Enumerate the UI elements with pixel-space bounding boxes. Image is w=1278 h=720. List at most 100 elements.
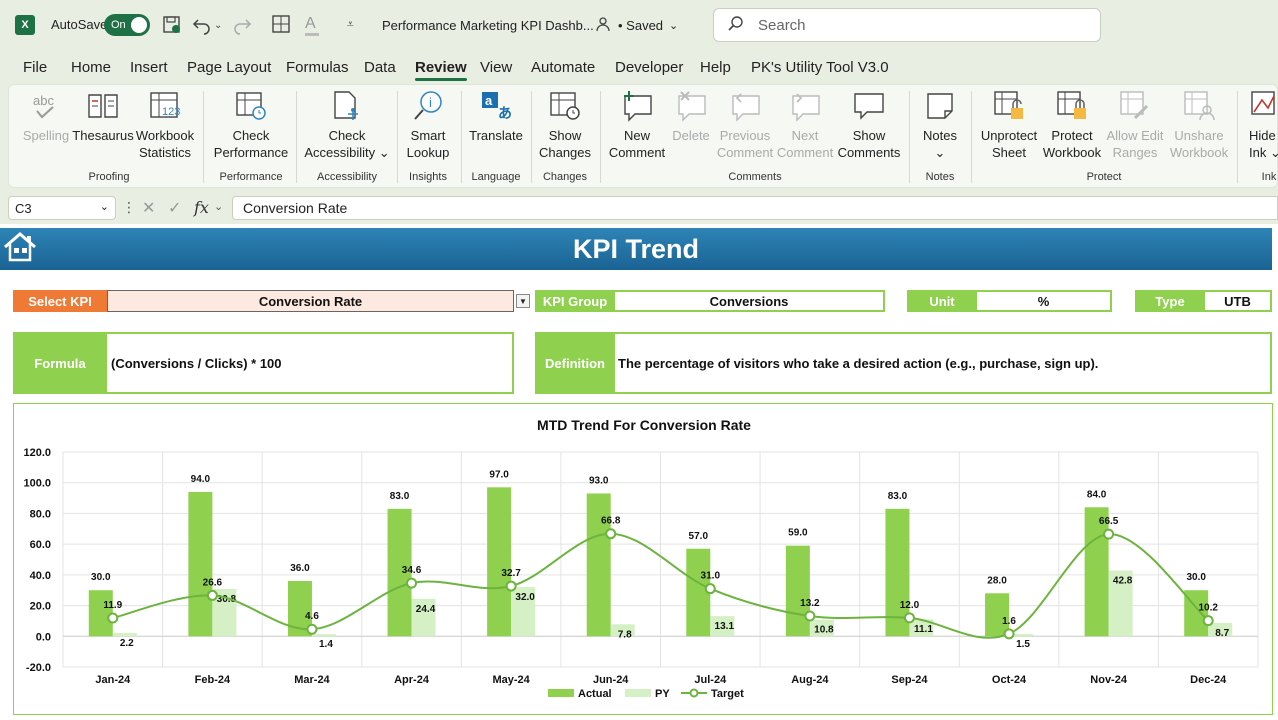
undo-icon[interactable]	[192, 15, 212, 40]
y-tick-label: 40.0	[30, 570, 51, 582]
ribbon-separator	[600, 91, 601, 183]
actual-bar	[487, 487, 512, 637]
next-comment-button[interactable]: Next Comment	[777, 89, 833, 161]
actual-bar	[188, 491, 213, 637]
chevron-down-icon: ⌄	[669, 20, 679, 32]
dropdown-arrow-icon[interactable]: ▼	[516, 294, 530, 308]
tab-view[interactable]: View	[480, 59, 513, 76]
formula-input[interactable]: Conversion Rate	[232, 196, 1278, 220]
tab-insert[interactable]: Insert	[130, 59, 168, 76]
group-proofing: Proofing	[88, 171, 130, 183]
legend-py-label: PY	[655, 688, 670, 700]
tab-help[interactable]: Help	[700, 59, 731, 76]
smart-lookup-button[interactable]: i Smart Lookup	[403, 89, 453, 161]
svg-text:あ: あ	[498, 105, 512, 121]
x-tick-label: Jan-24	[95, 674, 131, 686]
group-insights: Insights	[409, 171, 447, 183]
home-icon[interactable]	[2, 230, 38, 264]
ribbon-review: abc Spelling Thesaurus 123 Workbook Stat…	[8, 84, 1278, 188]
customize-qat-icon[interactable]: ⩡	[347, 17, 354, 31]
select-kpi-dropdown[interactable]: Conversion Rate	[107, 290, 514, 312]
svg-text:i: i	[429, 95, 432, 110]
previous-comment-button[interactable]: Previous Comment	[715, 89, 775, 161]
name-box[interactable]: C3 ⌄	[8, 196, 116, 220]
group-protect: Protect	[1086, 171, 1122, 183]
py-data-label: 24.4	[416, 604, 436, 615]
mtd-trend-chart[interactable]: MTD Trend For Conversion Rate -20.0 0.0 20…	[13, 403, 1273, 715]
search-input[interactable]: Search	[713, 8, 1101, 42]
tab-file[interactable]: File	[23, 59, 48, 76]
next-comment-label-2: Comment	[776, 145, 834, 160]
smart-lookup-icon: i	[411, 89, 445, 123]
borders-icon[interactable]	[272, 15, 290, 38]
target-marker	[1103, 528, 1115, 540]
smart-lookup-label-2: Lookup	[406, 145, 450, 160]
save-icon[interactable]	[162, 15, 182, 40]
insert-function-icon[interactable]: fx	[194, 198, 209, 217]
check-performance-button[interactable]: Check Performance	[211, 89, 291, 161]
allow-edit-ranges-button[interactable]: Allow Edit Ranges	[1103, 89, 1167, 161]
chevron-down-icon[interactable]: ⌄	[214, 201, 224, 213]
allow-edit-ranges-label-2: Ranges	[1112, 145, 1158, 160]
ribbon-separator	[203, 91, 204, 183]
share-user-icon[interactable]	[596, 16, 612, 32]
x-tick-label: Apr-24	[394, 674, 430, 686]
saved-status[interactable]: • Saved ⌄	[618, 18, 678, 33]
actual-bar	[785, 545, 810, 637]
autosave-label: AutoSave	[51, 17, 108, 32]
thesaurus-button[interactable]: Thesaurus	[72, 89, 134, 144]
delete-comment-button[interactable]: Delete	[669, 89, 713, 144]
show-comments-button[interactable]: Show Comments	[835, 89, 903, 161]
notes-label-1: Notes	[923, 128, 957, 143]
tab-automate[interactable]: Automate	[531, 59, 596, 76]
unprotect-sheet-button[interactable]: Unprotect Sheet	[977, 89, 1041, 161]
more-options-icon[interactable]: ⋮	[122, 199, 136, 215]
tab-developer[interactable]: Developer	[615, 59, 684, 76]
select-kpi-label: Select KPI	[13, 290, 107, 312]
check-accessibility-button[interactable]: Check Accessibility ⌄	[303, 89, 391, 161]
font-color-icon[interactable]: A	[305, 15, 319, 36]
notes-button[interactable]: Notes ⌄	[915, 89, 965, 161]
ribbon-separator	[1237, 91, 1238, 183]
show-changes-button[interactable]: Show Changes	[537, 89, 593, 161]
group-notes: Notes	[925, 171, 955, 183]
autosave-toggle[interactable]: On	[104, 14, 150, 36]
py-bar	[710, 616, 735, 637]
target-data-label: 66.8	[601, 516, 621, 527]
group-accessibility: Accessibility	[317, 171, 377, 183]
actual-data-label: 57.0	[689, 531, 709, 542]
unshare-workbook-button[interactable]: Unshare Workbook	[1167, 89, 1231, 161]
target-data-label: 1.6	[1002, 616, 1016, 627]
protect-workbook-button[interactable]: Protect Workbook	[1041, 89, 1103, 161]
target-marker	[306, 623, 318, 635]
redo-icon[interactable]	[232, 15, 252, 40]
enter-icon[interactable]: ✓	[168, 200, 182, 217]
new-comment-button[interactable]: New Comment	[607, 89, 667, 161]
ribbon-separator	[971, 91, 972, 183]
actual-data-label: 83.0	[390, 491, 410, 502]
hide-ink-button[interactable]: Hide Ink ⌄	[1243, 89, 1278, 161]
actual-bar	[686, 548, 711, 637]
show-comments-label-1: Show	[852, 128, 886, 143]
actual-bar	[1084, 507, 1109, 637]
svg-text:123: 123	[162, 106, 180, 118]
y-tick-label: 100.0	[23, 478, 51, 490]
workbook-statistics-button[interactable]: 123 Workbook Statistics	[135, 89, 195, 161]
cancel-icon[interactable]: ✕	[142, 200, 156, 217]
unshare-workbook-label-1: Unshare	[1174, 128, 1224, 143]
tab-review[interactable]: Review	[415, 59, 467, 81]
group-comments: Comments	[728, 171, 782, 183]
tab-formulas[interactable]: Formulas	[286, 59, 349, 76]
tab-data[interactable]: Data	[364, 59, 396, 76]
protect-workbook-label-2: Workbook	[1042, 145, 1102, 160]
tab-page-layout[interactable]: Page Layout	[187, 59, 272, 76]
check-performance-icon	[234, 89, 268, 123]
show-comments-icon	[852, 89, 886, 123]
tab-pk-utility-tool[interactable]: PK's Utility Tool V3.0	[751, 59, 889, 76]
tab-home[interactable]: Home	[71, 59, 112, 76]
undo-dropdown-icon[interactable]: ⌄	[214, 20, 223, 31]
ribbon-separator	[461, 91, 462, 183]
spelling-button[interactable]: abc Spelling	[21, 89, 71, 144]
chart-title: MTD Trend For Conversion Rate	[537, 417, 751, 433]
